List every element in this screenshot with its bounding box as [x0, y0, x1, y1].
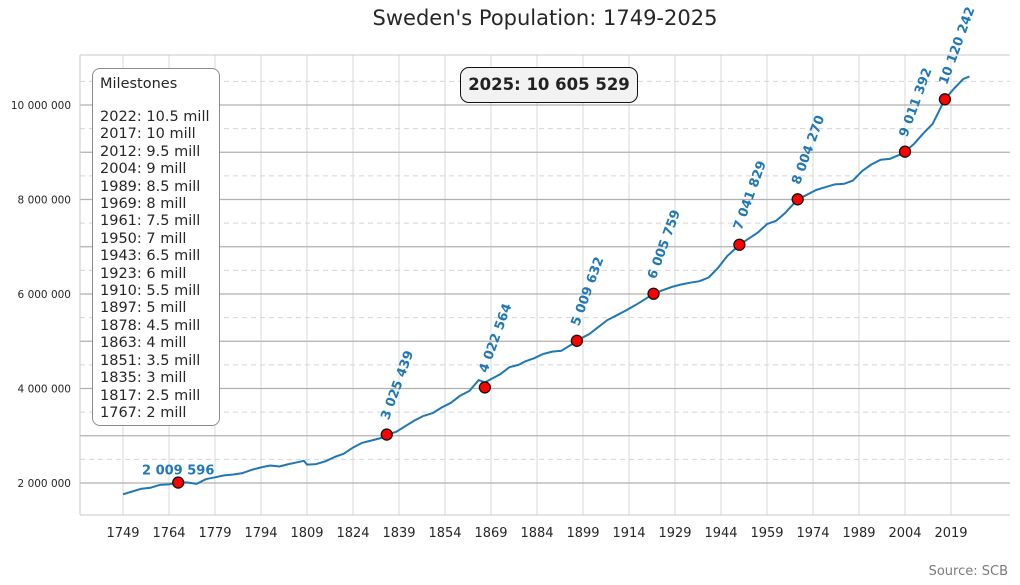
y-tick-label: 6 000 000 — [18, 289, 71, 301]
x-tick-label: 1869 — [474, 526, 507, 541]
milestone-item: 1923: 6 mill — [100, 265, 187, 282]
milestone-item: 1863: 4 mill — [100, 335, 187, 352]
x-tick-label: 1929 — [658, 526, 691, 541]
milestone-item: 1878: 4.5 mill — [100, 317, 201, 334]
axes: 1749 1764 1779 1794 1809 1824 1839 1854 1869 1884… — [11, 54, 1010, 541]
x-tick-label: 1794 — [244, 526, 277, 541]
x-tick-label: 1899 — [566, 526, 599, 541]
milestone-label: 3 025 439 — [378, 349, 417, 422]
y-tick-label: 4 000 000 — [18, 384, 71, 396]
x-tick-label: 1749 — [106, 526, 139, 541]
y-tick-label: 8 000 000 — [18, 195, 71, 207]
source-note: Source: SCB — [928, 564, 1008, 579]
x-tick-label: 1839 — [382, 526, 415, 541]
milestone-item: 1851: 3.5 mill — [100, 352, 201, 369]
x-tick-label: 1914 — [612, 526, 645, 541]
milestone-point — [791, 193, 804, 206]
x-tick-label: 1884 — [520, 526, 553, 541]
population-line — [122, 75, 970, 496]
milestone-item: 1969: 8 mill — [100, 196, 187, 213]
milestone-point — [380, 428, 393, 441]
y-tick-label: 2 000 000 — [18, 478, 71, 490]
grid-lines — [80, 55, 1010, 515]
milestone-item: 1835: 3 mill — [100, 370, 187, 387]
milestone-item: 2022: 10.5 mill — [100, 109, 210, 125]
milestone-item: 1817: 2.5 mill — [100, 387, 201, 404]
chart-title: Sweden's Population: 1749-2025 — [372, 6, 718, 30]
milestones-legend: Milestones 2022: 10.5 mill 2017: 10 mill 2… — [92, 68, 220, 426]
milestone-label: 4 022 564 — [477, 302, 516, 375]
x-tick-label: 2019 — [934, 526, 967, 541]
milestone-item: 1950: 7 mill — [100, 230, 187, 247]
milestone-item: 1943: 6.5 mill — [100, 248, 201, 265]
x-tick-label: 2004 — [888, 526, 921, 541]
x-tick-label: 1764 — [152, 526, 185, 541]
milestone-item: 1989: 8.5 mill — [100, 178, 201, 195]
x-tick-label: 1809 — [290, 526, 323, 541]
current-population-box: 2025: 10 605 529 — [460, 67, 638, 103]
milestone-item: 2017: 10 mill — [100, 126, 196, 143]
milestone-point — [938, 93, 952, 106]
milestones-list: 2022: 10.5 mill 2017: 10 mill 2012: 9.5 mi… — [100, 109, 219, 422]
x-tick-label: 1854 — [428, 526, 461, 541]
milestone-point — [478, 381, 492, 394]
x-tick-label: 1944 — [704, 526, 737, 541]
milestone-item: 2012: 9.5 mill — [100, 143, 201, 160]
x-tick-label: 1779 — [198, 526, 231, 541]
milestone-point — [733, 238, 746, 251]
y-tick-label: 10 000 000 — [11, 100, 71, 112]
x-tick-label: 1959 — [750, 526, 783, 541]
milestone-point — [898, 145, 912, 158]
milestone-item: 1767: 2 mill — [100, 404, 187, 421]
x-tick-label: 1989 — [842, 526, 875, 541]
x-tick-label: 1974 — [796, 526, 829, 541]
milestone-item: 1910: 5.5 mill — [100, 283, 201, 300]
milestone-label: 7 041 829 — [731, 159, 770, 232]
milestone-point — [172, 476, 185, 489]
x-tick-label: 1824 — [336, 526, 369, 541]
milestone-point — [647, 287, 660, 300]
milestone-item: 2004: 9 mill — [100, 161, 187, 178]
milestone-point — [570, 334, 584, 347]
milestones-title: Milestones — [100, 76, 178, 92]
milestone-item: 1897: 5 mill — [100, 300, 187, 317]
series-layer — [122, 75, 970, 496]
milestone-item: 1961: 7.5 mill — [100, 213, 201, 230]
milestone-label: 2 009 596 — [142, 464, 214, 479]
